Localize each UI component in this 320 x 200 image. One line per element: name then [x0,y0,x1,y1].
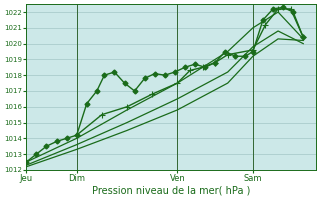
X-axis label: Pression niveau de la mer( hPa ): Pression niveau de la mer( hPa ) [92,186,250,196]
